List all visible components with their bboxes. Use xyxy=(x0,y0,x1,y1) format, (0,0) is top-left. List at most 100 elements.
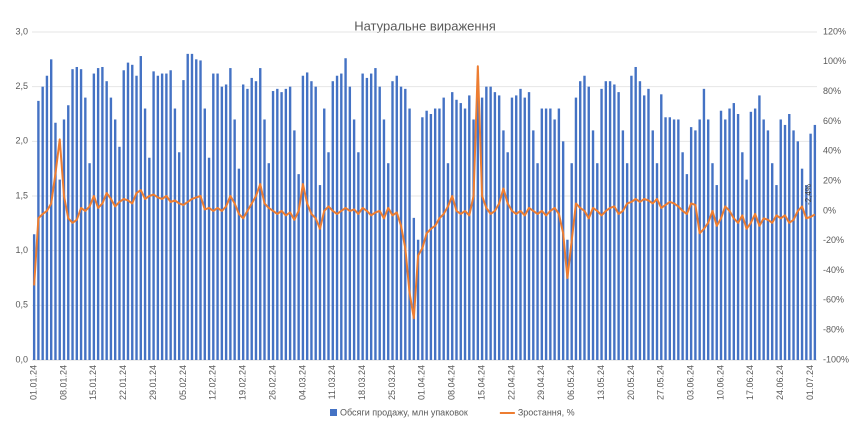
bar xyxy=(442,97,445,360)
y-tick-label: 3,0 xyxy=(15,26,28,36)
bar xyxy=(749,111,753,361)
line xyxy=(33,65,816,320)
bar xyxy=(148,157,151,360)
y2-tick-label: -80% xyxy=(823,325,844,335)
x-tick-label: 17.06.24 xyxy=(745,365,755,400)
bar xyxy=(651,130,654,360)
bar xyxy=(591,130,595,360)
bar xyxy=(293,130,296,360)
bar xyxy=(207,157,211,360)
bar xyxy=(58,179,61,360)
bar xyxy=(519,88,522,360)
bar xyxy=(468,95,471,360)
bar xyxy=(250,77,253,361)
x-tick-label: 04.03.24 xyxy=(297,365,307,400)
bar xyxy=(438,108,441,361)
bar xyxy=(32,234,36,360)
bar xyxy=(613,84,616,360)
bar xyxy=(455,99,458,360)
y2-tick-label: -100% xyxy=(823,354,849,364)
bar xyxy=(314,86,317,361)
x-tick-label: 15.04.24 xyxy=(476,365,486,400)
bar xyxy=(267,163,270,360)
bar xyxy=(625,163,629,360)
bar xyxy=(527,92,531,360)
bar xyxy=(113,119,117,360)
bar xyxy=(323,108,326,361)
bar xyxy=(67,105,70,361)
bar xyxy=(493,92,497,360)
bar xyxy=(416,239,420,360)
bar xyxy=(775,185,778,360)
y-tick-label: 2,5 xyxy=(15,81,28,91)
bar xyxy=(672,119,676,360)
bar xyxy=(515,95,518,360)
bar xyxy=(143,108,147,361)
bar xyxy=(357,152,360,360)
bar xyxy=(241,84,245,360)
bar xyxy=(796,141,799,360)
y2-tick-label: -40% xyxy=(823,265,844,275)
bar xyxy=(139,56,142,360)
bar xyxy=(553,119,556,360)
x-tick-label: 08.04.24 xyxy=(447,365,457,400)
bar xyxy=(660,94,663,360)
bar xyxy=(809,133,812,360)
x-tick-label: 24.06.24 xyxy=(775,365,785,400)
bar xyxy=(634,66,637,360)
x-tick-label: 22.04.24 xyxy=(506,365,516,400)
bar xyxy=(732,103,736,361)
x-tick-label: 12.02.24 xyxy=(208,365,218,400)
bar xyxy=(433,108,437,361)
bar xyxy=(779,119,782,360)
bar xyxy=(173,108,177,361)
bar xyxy=(557,108,561,361)
bar xyxy=(685,174,689,360)
bar xyxy=(246,88,249,360)
bar xyxy=(783,124,787,360)
bar xyxy=(540,108,544,361)
bar xyxy=(391,81,394,360)
bar xyxy=(318,185,322,360)
bar xyxy=(643,95,646,360)
bar xyxy=(621,130,625,360)
x-tick-label: 08.01.24 xyxy=(58,365,68,400)
x-tick-label: 29.01.24 xyxy=(148,365,158,400)
bar xyxy=(788,114,791,360)
bar xyxy=(369,73,373,361)
bar xyxy=(604,81,608,360)
bar xyxy=(195,59,198,360)
bar xyxy=(707,119,710,360)
bar xyxy=(310,81,313,360)
bar xyxy=(408,108,411,361)
bar xyxy=(711,163,714,360)
bar xyxy=(715,185,718,360)
bar xyxy=(681,152,684,360)
bar xyxy=(480,97,484,360)
x-tick-label: 01.07.24 xyxy=(805,365,815,400)
bar xyxy=(596,163,599,360)
bar xyxy=(101,66,104,360)
bar xyxy=(719,110,723,360)
bar xyxy=(583,75,586,360)
bar xyxy=(41,86,44,361)
bar xyxy=(771,163,774,360)
x-tick-label: 26.02.24 xyxy=(267,365,277,400)
bar xyxy=(280,92,283,360)
bar xyxy=(476,86,480,361)
y2-tick-label: 100% xyxy=(823,56,846,66)
bar xyxy=(305,72,309,360)
y-tick-label: 2,0 xyxy=(15,136,28,146)
bar xyxy=(638,81,642,360)
bar xyxy=(327,152,330,360)
chart-title: Натуральне вираження xyxy=(354,18,496,33)
bar xyxy=(352,119,356,360)
bar xyxy=(387,163,390,360)
bar xyxy=(135,75,138,360)
bar xyxy=(497,95,501,360)
bar xyxy=(131,64,134,361)
bar xyxy=(92,73,96,361)
bar xyxy=(88,163,91,360)
legend-label: Зростання, % xyxy=(518,407,575,417)
